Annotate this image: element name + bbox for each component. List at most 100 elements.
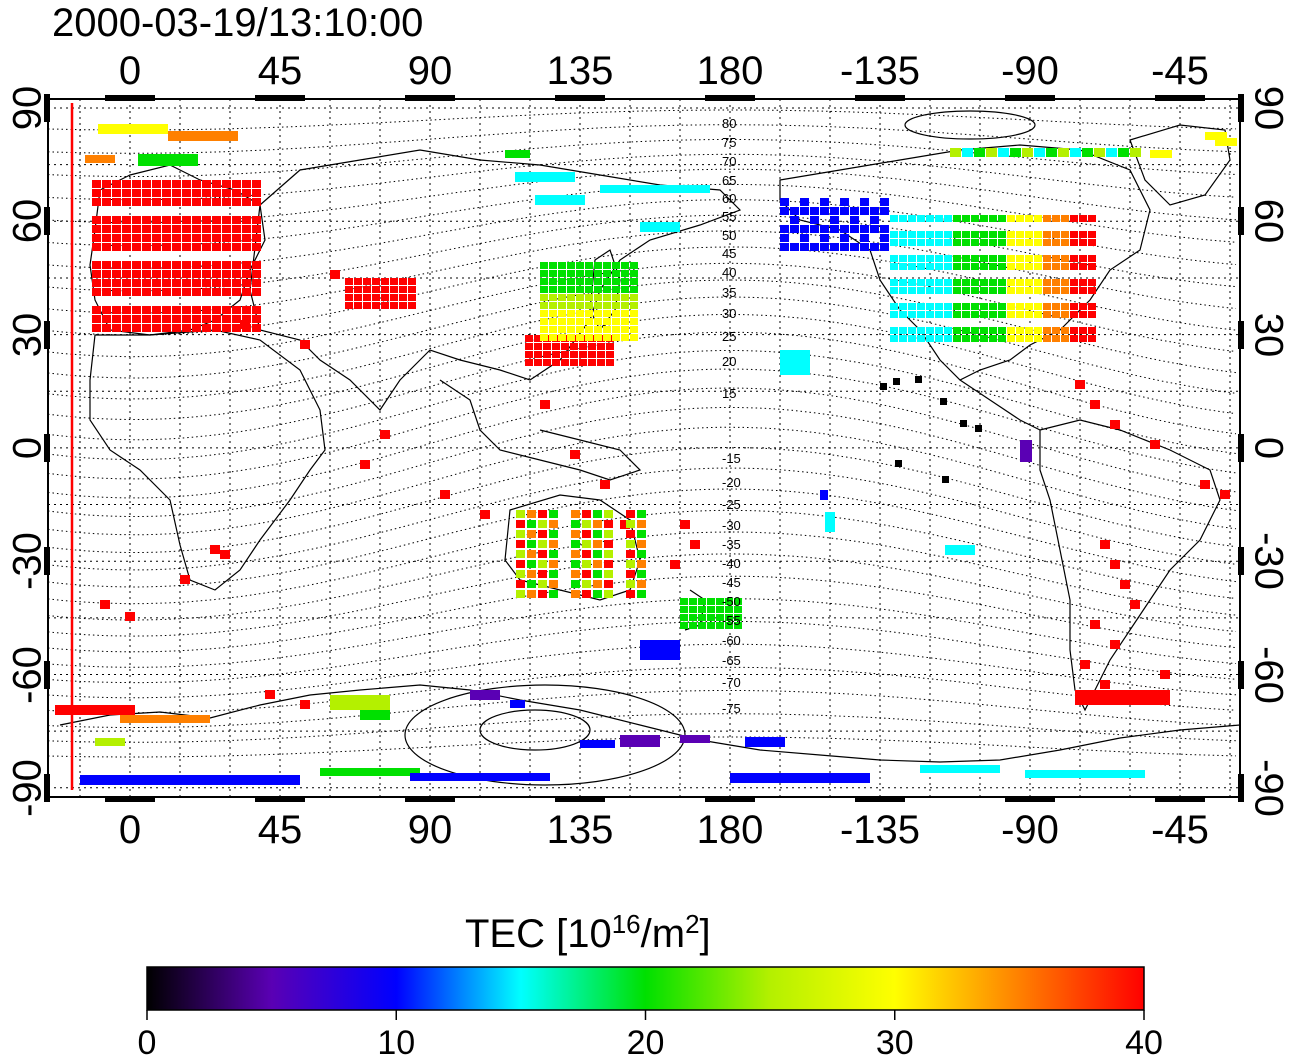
tec-cell: [917, 327, 925, 334]
tec-cell: [935, 311, 943, 318]
tec-cell: [830, 207, 839, 215]
tec-cell: [597, 351, 605, 358]
tec-cell: [612, 262, 620, 269]
tec-cell: [971, 311, 979, 318]
tec-cell: [680, 735, 710, 743]
left-tick-mark: [44, 547, 50, 575]
tec-cell: [971, 279, 979, 286]
tec-cell: [620, 735, 660, 747]
tec-cell: [926, 311, 934, 318]
tec-cell: [538, 530, 547, 538]
tec-cell: [953, 311, 961, 318]
top-tick-mark: [1155, 95, 1205, 101]
tec-cell: [182, 180, 191, 188]
tec-cell: [998, 263, 1006, 270]
tec-cell: [1043, 239, 1051, 246]
tec-cell: [381, 302, 389, 309]
tec-cell: [85, 155, 115, 163]
tec-cell: [232, 306, 241, 314]
top-lon-tick-label: -135: [840, 49, 920, 93]
tec-cell: [192, 234, 201, 242]
tec-cell: [102, 288, 111, 296]
tec-cell: [689, 622, 697, 629]
bottom-lon-tick-label: 180: [697, 808, 764, 852]
tec-cell: [1052, 255, 1060, 262]
tec-cell: [1090, 620, 1100, 629]
tec-cell: [820, 198, 829, 206]
tec-cell: [1052, 279, 1060, 286]
tec-cell: [899, 263, 907, 270]
tec-cell: [152, 189, 161, 197]
tec-cell: [680, 622, 688, 629]
tec-cell: [142, 261, 151, 269]
tec-cell: [594, 270, 602, 277]
tec-cell: [579, 343, 587, 350]
tec-cell: [1007, 335, 1015, 342]
tec-cell: [612, 294, 620, 301]
tec-cell: [112, 234, 121, 242]
mlat-contour: [48, 331, 1237, 441]
tec-cell: [122, 189, 131, 197]
tec-cell: [567, 262, 575, 269]
tec-cell: [540, 294, 548, 301]
tec-cell: [142, 216, 151, 224]
tec-cell: [212, 189, 221, 197]
tec-cell: [1079, 239, 1087, 246]
tec-cell: [1075, 380, 1085, 389]
tec-cell: [242, 279, 251, 287]
tec-cell: [716, 622, 724, 629]
tec-cell: [790, 243, 799, 251]
tec-cell: [810, 207, 819, 215]
tec-cell: [527, 560, 536, 568]
tec-cell: [112, 198, 121, 206]
contour-label: 55: [722, 209, 736, 224]
tec-cell: [1061, 231, 1069, 238]
tec-cell: [561, 351, 569, 358]
tec-cell: [899, 215, 907, 222]
tec-cell: [716, 598, 724, 605]
tec-cell: [604, 560, 613, 568]
tec-cell: [570, 450, 580, 459]
tec-cell: [55, 705, 135, 715]
tec-cell: [1061, 239, 1069, 246]
tec-cell: [345, 294, 353, 301]
tec-cell: [612, 286, 620, 293]
tec-cell: [626, 580, 635, 588]
tec-cell: [588, 351, 596, 358]
bottom-lon-tick-label: 135: [547, 808, 614, 852]
tec-cell: [202, 234, 211, 242]
tec-cell: [112, 216, 121, 224]
tec-cell: [172, 315, 181, 323]
tec-cell: [152, 198, 161, 206]
tec-cell: [1043, 335, 1051, 342]
top-lon-tick-label: 0: [119, 49, 141, 93]
tec-cell: [202, 243, 211, 251]
right-tick-mark: [1238, 434, 1244, 462]
contour-label: 70: [722, 154, 736, 169]
tec-cell: [1220, 490, 1230, 499]
tec-cell: [240, 320, 250, 329]
tec-cell: [621, 310, 629, 317]
tec-cell: [1088, 327, 1096, 334]
tec-cell: [582, 540, 591, 548]
tec-cell: [962, 148, 973, 157]
tec-cell: [570, 343, 578, 350]
tec-cell: [222, 279, 231, 287]
tec-cell: [830, 225, 839, 233]
tec-cell: [1061, 263, 1069, 270]
mlat-contour: [48, 620, 1237, 684]
tec-cell: [1205, 132, 1227, 140]
tec-cell: [1034, 255, 1042, 262]
tec-cell: [1016, 311, 1024, 318]
tec-cell: [1025, 215, 1033, 222]
tec-cell: [989, 279, 997, 286]
tec-cell: [1034, 231, 1042, 238]
tec-cell: [944, 303, 952, 310]
tec-cell: [621, 334, 629, 341]
tec-cell: [162, 189, 171, 197]
tec-cell: [908, 303, 916, 310]
tec-cell: [242, 225, 251, 233]
tec-cell: [1061, 311, 1069, 318]
tec-cell: [944, 239, 952, 246]
tec-cell: [527, 510, 536, 518]
